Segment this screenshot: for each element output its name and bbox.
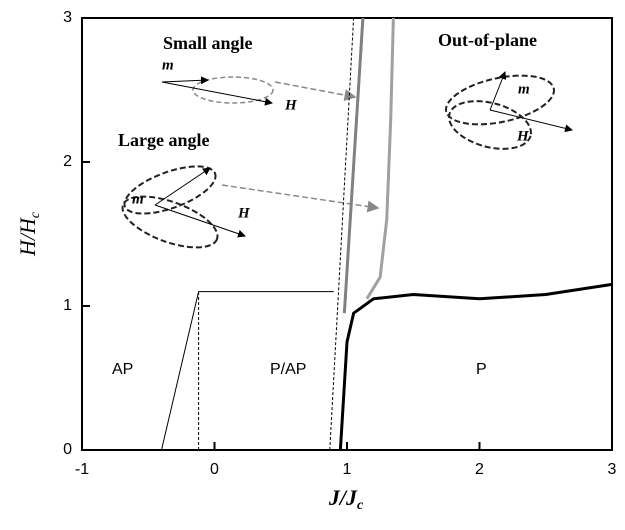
annotation: m bbox=[132, 191, 144, 207]
series-line bbox=[344, 18, 363, 313]
annotation: P bbox=[476, 361, 487, 378]
annotation: Large angle bbox=[118, 130, 210, 150]
x-axis-label: J/Jc bbox=[328, 485, 364, 513]
x-tick-label: 3 bbox=[608, 461, 617, 478]
annotation: H bbox=[284, 97, 298, 113]
series-line bbox=[367, 18, 394, 299]
out-of-plane-icon bbox=[442, 67, 572, 157]
x-tick-label: -1 bbox=[75, 461, 89, 478]
annotation: Small angle bbox=[163, 33, 253, 53]
annotation: P/AP bbox=[270, 361, 306, 378]
annotation: m bbox=[162, 57, 174, 73]
y-tick-label: 3 bbox=[63, 9, 72, 26]
plot-frame bbox=[82, 18, 612, 450]
annotation: m bbox=[518, 81, 530, 97]
y-tick-label: 2 bbox=[63, 153, 72, 170]
chart: J/Jc H/Hc -101230123APP/APPSmall angleLa… bbox=[0, 0, 625, 525]
x-tick-label: 1 bbox=[343, 461, 352, 478]
y-tick-label: 0 bbox=[63, 441, 72, 458]
y-axis-label: H/Hc bbox=[15, 211, 43, 257]
annotation: Out-of-plane bbox=[438, 30, 537, 50]
annotation: AP bbox=[112, 361, 133, 378]
small-angle-icon bbox=[162, 77, 273, 103]
x-tick-label: 0 bbox=[210, 461, 219, 478]
y-tick-label: 1 bbox=[63, 297, 72, 314]
pointer-arrow bbox=[275, 82, 355, 97]
annotation: H bbox=[516, 128, 530, 144]
x-tick-label: 2 bbox=[475, 461, 484, 478]
series-line bbox=[162, 292, 334, 450]
annotation: H bbox=[237, 205, 251, 221]
